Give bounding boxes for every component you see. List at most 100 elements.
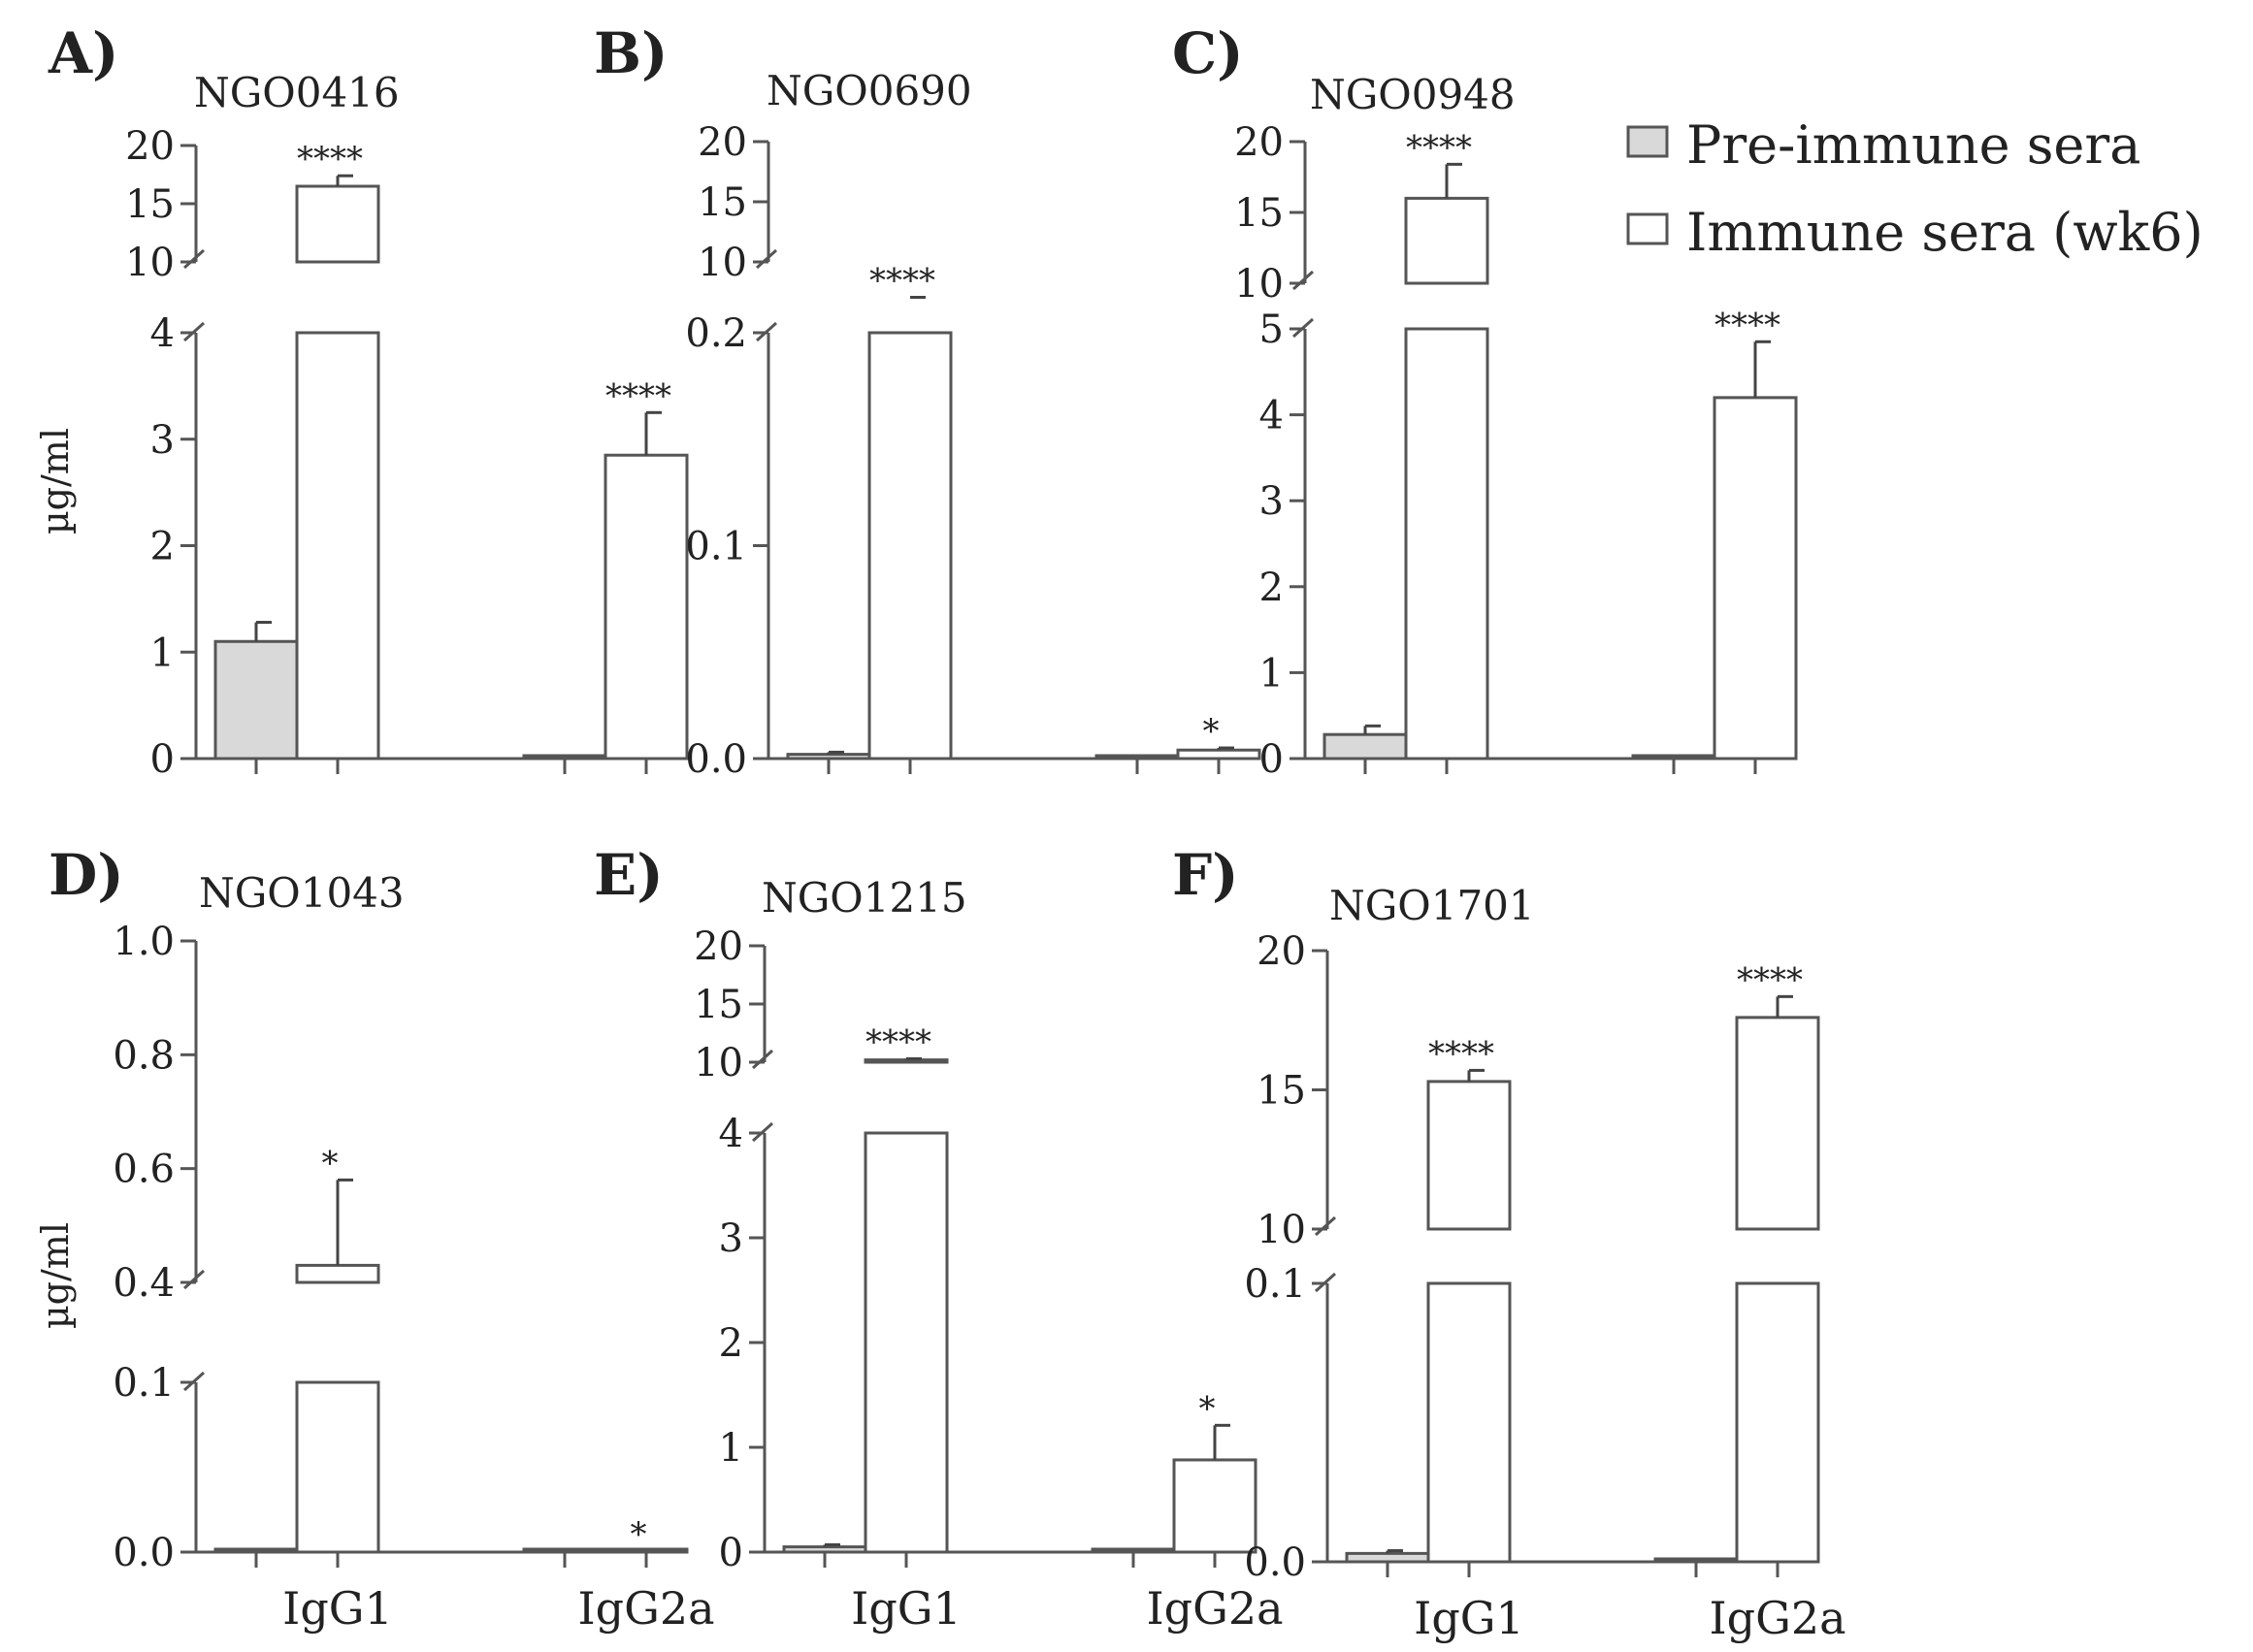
significance-label: *	[322, 1144, 339, 1182]
y-tick-label: 3	[1259, 479, 1284, 524]
chart-panel-c: C) NGO0948 0 1 2 3 4 510 15 20 **** ****	[1172, 20, 1798, 782]
bar	[1404, 327, 1489, 761]
y-tick-label: 0.6	[113, 1148, 175, 1192]
y-axis-label: µg/ml	[34, 1222, 77, 1329]
panel-label: B)	[594, 20, 668, 86]
panel-label: A)	[48, 20, 118, 86]
legend-swatch-pre-immune	[1626, 125, 1669, 158]
bar	[213, 1547, 299, 1554]
significance-label: ****	[869, 262, 935, 301]
bar	[213, 639, 299, 761]
bar	[1176, 748, 1261, 761]
significance-label: *	[1199, 1389, 1216, 1428]
x-tick-label: IgG1	[282, 1582, 393, 1635]
bar	[522, 1547, 607, 1554]
y-tick-label: 20	[125, 124, 175, 169]
significance-label: ****	[865, 1022, 931, 1061]
chart-panel-d: D) NGO1043 0.0 0.1 0.4 0.6 0.8 1.0 IgG1 IgG2a * * µg…	[34, 842, 715, 1635]
y-tick-label: 15	[698, 180, 747, 225]
y-tick-label: 3	[719, 1216, 743, 1261]
significance-label: ****	[1737, 960, 1803, 999]
chart-title: NGO1215	[762, 874, 967, 922]
y-tick-label: 4	[150, 311, 175, 356]
axis-break-upper	[1291, 270, 1315, 291]
y-tick-label: 0.1	[685, 525, 747, 569]
chart-title: NGO0690	[767, 67, 972, 114]
bar	[604, 453, 689, 761]
y-tick-label: 0	[719, 1531, 743, 1575]
y-tick-label: 0	[1259, 737, 1284, 782]
bar	[1713, 396, 1798, 761]
y-tick-label: 2	[150, 525, 175, 569]
y-tick-label: 4	[719, 1112, 743, 1156]
x-tick-label: IgG2a	[577, 1582, 714, 1635]
y-tick-label: 10	[698, 241, 747, 285]
significance-label: ****	[1428, 1034, 1494, 1073]
bar	[786, 753, 871, 761]
bar-break-gap	[864, 1064, 949, 1131]
y-tick-label: 15	[125, 182, 175, 227]
chart-panel-f: F) NGO1701 0.0 0.1 10 15 20 IgG1 IgG2a **** ****	[1172, 842, 1846, 1644]
bar	[1345, 1551, 1430, 1564]
panel-label: D)	[49, 842, 124, 908]
bar	[295, 331, 380, 761]
y-tick-label: 1	[1259, 651, 1284, 696]
y-tick-label: 0.4	[113, 1261, 175, 1306]
y-tick-label: 1	[150, 631, 175, 675]
bar	[782, 1545, 867, 1554]
y-tick-label: 15	[1234, 191, 1284, 236]
bar	[1426, 1281, 1512, 1564]
y-tick-label: 0.0	[685, 737, 747, 782]
bar	[1735, 1281, 1820, 1564]
y-tick-label: 2	[1259, 566, 1284, 610]
bar-upper	[295, 184, 380, 264]
y-tick-label: 0	[150, 737, 175, 782]
x-tick-label: IgG2a	[1709, 1592, 1845, 1644]
axis-break-upper	[755, 248, 778, 270]
y-tick-label: 15	[694, 983, 743, 1027]
x-tick-label: IgG1	[1414, 1592, 1524, 1644]
panel-label: C)	[1172, 20, 1244, 86]
bar-break-gap	[1404, 285, 1489, 327]
bar-upper	[1735, 1016, 1820, 1231]
x-tick-label: IgG1	[851, 1582, 962, 1635]
y-tick-label: 10	[694, 1041, 743, 1085]
y-tick-label: 0.1	[1244, 1262, 1306, 1307]
significance-label: ****	[1406, 128, 1472, 167]
bar-upper	[1426, 1080, 1512, 1231]
bar	[867, 331, 953, 761]
y-tick-label: 20	[698, 120, 747, 165]
y-tick-label: 10	[1234, 262, 1284, 307]
significance-label: ****	[297, 140, 363, 178]
y-tick-label: 2	[719, 1321, 743, 1366]
chart-title: NGO1701	[1329, 882, 1535, 929]
x-tick-label: IgG2a	[1146, 1582, 1283, 1635]
bar-upper	[295, 1263, 380, 1284]
y-tick-label: 5	[1259, 308, 1284, 352]
bar-upper	[1404, 196, 1489, 285]
chart-title: NGO0416	[194, 69, 400, 116]
y-tick-label: 1.0	[113, 920, 175, 964]
y-tick-label: 0.2	[685, 311, 747, 356]
chart-title: NGO0948	[1310, 71, 1516, 118]
y-tick-label: 3	[150, 418, 175, 463]
legend: Pre-immune sera Immune sera (wk6)	[1626, 114, 2204, 263]
y-tick-label: 0.8	[113, 1033, 175, 1078]
y-tick-label: 0.0	[113, 1531, 175, 1575]
y-tick-label: 10	[125, 241, 175, 285]
y-tick-label: 20	[1257, 929, 1306, 974]
y-tick-label: 20	[1234, 120, 1284, 165]
bar	[1172, 1458, 1257, 1554]
y-tick-label: 1	[719, 1426, 743, 1471]
axis-break-upper	[1314, 1215, 1337, 1237]
bar-break-gap	[295, 264, 380, 331]
y-axis-label: µg/ml	[34, 428, 77, 534]
y-tick-label: 20	[694, 924, 743, 969]
bar-break-gap	[295, 1284, 380, 1380]
chart-panel-a: A) NGO0416 0 1 2 3 4 10 15 20 **** **** µg/ml	[34, 20, 689, 782]
bar	[864, 1131, 949, 1554]
significance-label: *	[631, 1515, 647, 1554]
